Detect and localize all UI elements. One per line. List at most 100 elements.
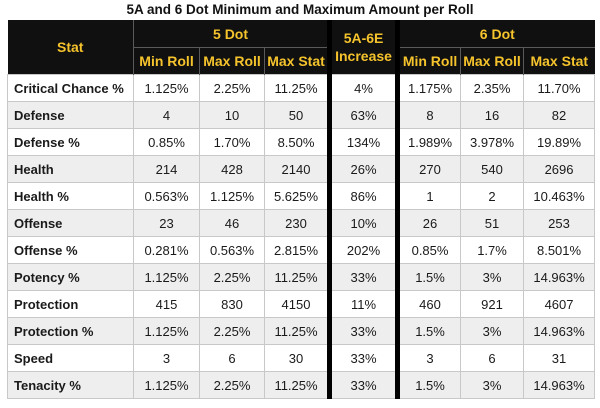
5dot-min-roll-cell: 0.281% <box>133 236 200 264</box>
table-row: Critical Chance % 1.125% 2.25% 11.25% 4%… <box>7 74 596 102</box>
5dot-max-roll-cell: 6 <box>199 344 265 372</box>
6dot-min-roll-cell: 1.175% <box>397 74 462 102</box>
5dot-max-roll-cell: 830 <box>199 290 265 318</box>
increase-cell: 11% <box>327 290 401 318</box>
increase-cell: 202% <box>327 236 401 264</box>
header-5dot-max-roll: Max Roll <box>199 47 265 75</box>
6dot-max-roll-cell: 2.35% <box>460 74 525 102</box>
6dot-max-stat-cell: 2696 <box>523 155 596 183</box>
5dot-min-roll-cell: 1.125% <box>133 74 200 102</box>
table-row: Defense % 0.85% 1.70% 8.50% 134% 1.989% … <box>7 128 596 156</box>
increase-cell: 33% <box>327 317 401 345</box>
header-6dot-max-stat: Max Stat <box>523 47 595 75</box>
6dot-min-roll-cell: 3 <box>397 344 462 372</box>
stat-name-cell: Health % <box>7 182 134 210</box>
6dot-max-roll-cell: 51 <box>460 209 525 237</box>
6dot-max-stat-cell: 4607 <box>523 290 596 318</box>
5dot-min-roll-cell: 214 <box>133 155 200 183</box>
increase-cell: 63% <box>327 101 401 129</box>
6dot-max-stat-cell: 14.963% <box>523 317 596 345</box>
header-stat: Stat <box>7 20 134 75</box>
5dot-max-roll-cell: 2.25% <box>199 317 265 345</box>
table-row: Defense 4 10 50 63% 8 16 82 <box>7 101 596 129</box>
stat-name-cell: Protection % <box>7 317 134 345</box>
stat-name-cell: Critical Chance % <box>7 74 134 102</box>
5dot-min-roll-cell: 0.563% <box>133 182 200 210</box>
6dot-max-roll-cell: 16 <box>460 101 525 129</box>
table-title: 5A and 6 Dot Minimum and Maximum Amount … <box>126 2 474 17</box>
stat-name-cell: Defense % <box>7 128 134 156</box>
table-row: Tenacity % 1.125% 2.25% 11.25% 33% 1.5% … <box>7 371 596 399</box>
stat-name-cell: Health <box>7 155 134 183</box>
table-row: Health % 0.563% 1.125% 5.625% 86% 1 2 10… <box>7 182 596 210</box>
increase-cell: 33% <box>327 344 401 372</box>
5dot-max-roll-cell: 46 <box>199 209 265 237</box>
table-row: Offense % 0.281% 0.563% 2.815% 202% 0.85… <box>7 236 596 264</box>
stat-name-cell: Potency % <box>7 263 134 291</box>
5dot-max-roll-cell: 428 <box>199 155 265 183</box>
table-row: Protection % 1.125% 2.25% 11.25% 33% 1.5… <box>7 317 596 345</box>
increase-cell: 10% <box>327 209 401 237</box>
6dot-min-roll-cell: 1.5% <box>397 263 462 291</box>
5dot-min-roll-cell: 4 <box>133 101 200 129</box>
6dot-max-roll-cell: 2 <box>460 182 525 210</box>
increase-cell: 86% <box>327 182 401 210</box>
header-increase: 5A-6E Increase <box>327 20 401 75</box>
6dot-min-roll-cell: 460 <box>397 290 462 318</box>
5dot-max-stat-cell: 11.25% <box>263 263 331 291</box>
table-row: Protection 415 830 4150 11% 460 921 4607 <box>7 290 596 318</box>
5dot-max-stat-cell: 4150 <box>263 290 331 318</box>
5dot-max-stat-cell: 50 <box>263 101 331 129</box>
header-6dot-max-roll: Max Roll <box>460 47 524 75</box>
6dot-max-roll-cell: 3% <box>460 263 525 291</box>
stats-table: Stat 5 Dot 5A-6E Increase 6 Dot Min Roll… <box>7 20 596 399</box>
5dot-min-roll-cell: 23 <box>133 209 200 237</box>
5dot-max-stat-cell: 5.625% <box>263 182 331 210</box>
stat-name-cell: Offense <box>7 209 134 237</box>
increase-cell: 33% <box>327 263 401 291</box>
5dot-min-roll-cell: 1.125% <box>133 263 200 291</box>
6dot-min-roll-cell: 1 <box>397 182 462 210</box>
header-5dot-min-roll: Min Roll <box>133 47 200 75</box>
5dot-max-stat-cell: 2140 <box>263 155 331 183</box>
increase-cell: 26% <box>327 155 401 183</box>
stat-name-cell: Speed <box>7 344 134 372</box>
6dot-min-roll-cell: 1.5% <box>397 371 462 399</box>
table-body: Critical Chance % 1.125% 2.25% 11.25% 4%… <box>7 74 596 399</box>
5dot-max-stat-cell: 11.25% <box>263 371 331 399</box>
5dot-max-roll-cell: 2.25% <box>199 371 265 399</box>
stat-name-cell: Offense % <box>7 236 134 264</box>
5dot-max-stat-cell: 11.25% <box>263 74 331 102</box>
5dot-max-stat-cell: 2.815% <box>263 236 331 264</box>
6dot-max-roll-cell: 3% <box>460 371 525 399</box>
6dot-min-roll-cell: 270 <box>397 155 462 183</box>
6dot-max-stat-cell: 31 <box>523 344 596 372</box>
stat-name-cell: Tenacity % <box>7 371 134 399</box>
5dot-min-roll-cell: 3 <box>133 344 200 372</box>
stat-name-cell: Protection <box>7 290 134 318</box>
6dot-max-stat-cell: 82 <box>523 101 596 129</box>
header-group-5dot: 5 Dot <box>132 20 330 48</box>
5dot-max-roll-cell: 0.563% <box>199 236 265 264</box>
6dot-max-stat-cell: 10.463% <box>523 182 596 210</box>
header-6dot-min-roll: Min Roll <box>397 47 461 75</box>
5dot-max-stat-cell: 8.50% <box>263 128 331 156</box>
6dot-max-roll-cell: 540 <box>460 155 525 183</box>
increase-cell: 4% <box>327 74 401 102</box>
6dot-min-roll-cell: 26 <box>397 209 462 237</box>
5dot-min-roll-cell: 1.125% <box>133 371 200 399</box>
6dot-max-stat-cell: 14.963% <box>523 371 596 399</box>
6dot-max-roll-cell: 1.7% <box>460 236 525 264</box>
6dot-min-roll-cell: 1.5% <box>397 317 462 345</box>
5dot-max-roll-cell: 1.125% <box>199 182 265 210</box>
5dot-max-roll-cell: 1.70% <box>199 128 265 156</box>
table-row: Potency % 1.125% 2.25% 11.25% 33% 1.5% 3… <box>7 263 596 291</box>
5dot-max-roll-cell: 10 <box>199 101 265 129</box>
6dot-max-stat-cell: 19.89% <box>523 128 596 156</box>
increase-cell: 33% <box>327 371 401 399</box>
header-group-6dot: 6 Dot <box>397 20 595 48</box>
6dot-max-roll-cell: 6 <box>460 344 525 372</box>
6dot-max-roll-cell: 921 <box>460 290 525 318</box>
6dot-max-roll-cell: 3% <box>460 317 525 345</box>
table-row: Health 214 428 2140 26% 270 540 2696 <box>7 155 596 183</box>
